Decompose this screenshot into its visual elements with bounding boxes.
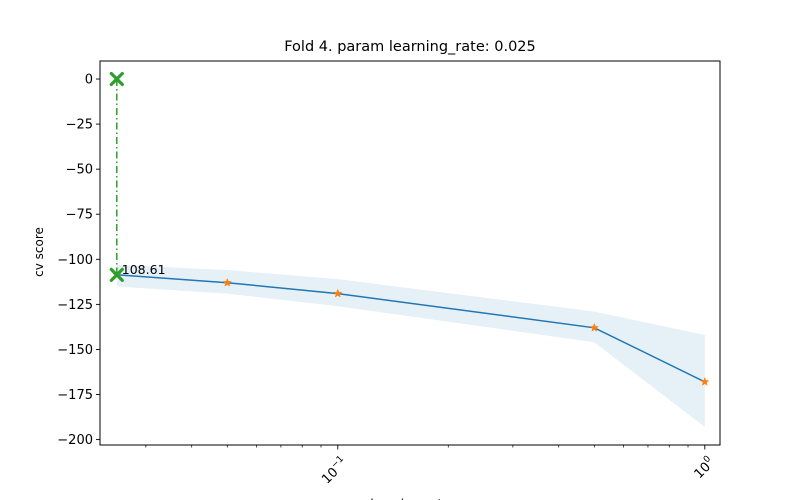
confidence-band <box>116 264 705 427</box>
y-axis-label: cv score <box>32 227 46 277</box>
best-score-marker <box>109 267 124 282</box>
y-tick-label: 0 <box>85 73 93 88</box>
axes-frame <box>99 60 721 446</box>
best-score-top-marker-stroke <box>109 71 124 87</box>
x-tick-label-exponent: 0 <box>702 454 713 465</box>
plot-area: 108.61 <box>109 71 710 427</box>
data-point-marker <box>222 277 232 287</box>
best-score-marker-stroke <box>109 267 124 282</box>
y-tick-label: −25 <box>66 118 93 133</box>
y-tick-label: −100 <box>57 253 93 268</box>
x-axis-label: learning_rate <box>370 497 449 500</box>
y-tick-label: −150 <box>57 343 93 358</box>
data-point-marker <box>333 288 343 298</box>
y-tick-label: −75 <box>66 208 93 223</box>
data-point-marker <box>700 377 710 386</box>
y-tick-label: −50 <box>66 163 93 178</box>
y-tick-label: −175 <box>57 388 93 403</box>
data-point-marker <box>589 322 599 332</box>
best-score-top-marker <box>109 71 124 87</box>
chart-title: Fold 4. param learning_rate: 0.025 <box>284 39 536 55</box>
best-score-label: 108.61 <box>122 262 166 277</box>
y-tick-label: −200 <box>57 433 93 448</box>
y-tick-label: −125 <box>57 298 93 313</box>
